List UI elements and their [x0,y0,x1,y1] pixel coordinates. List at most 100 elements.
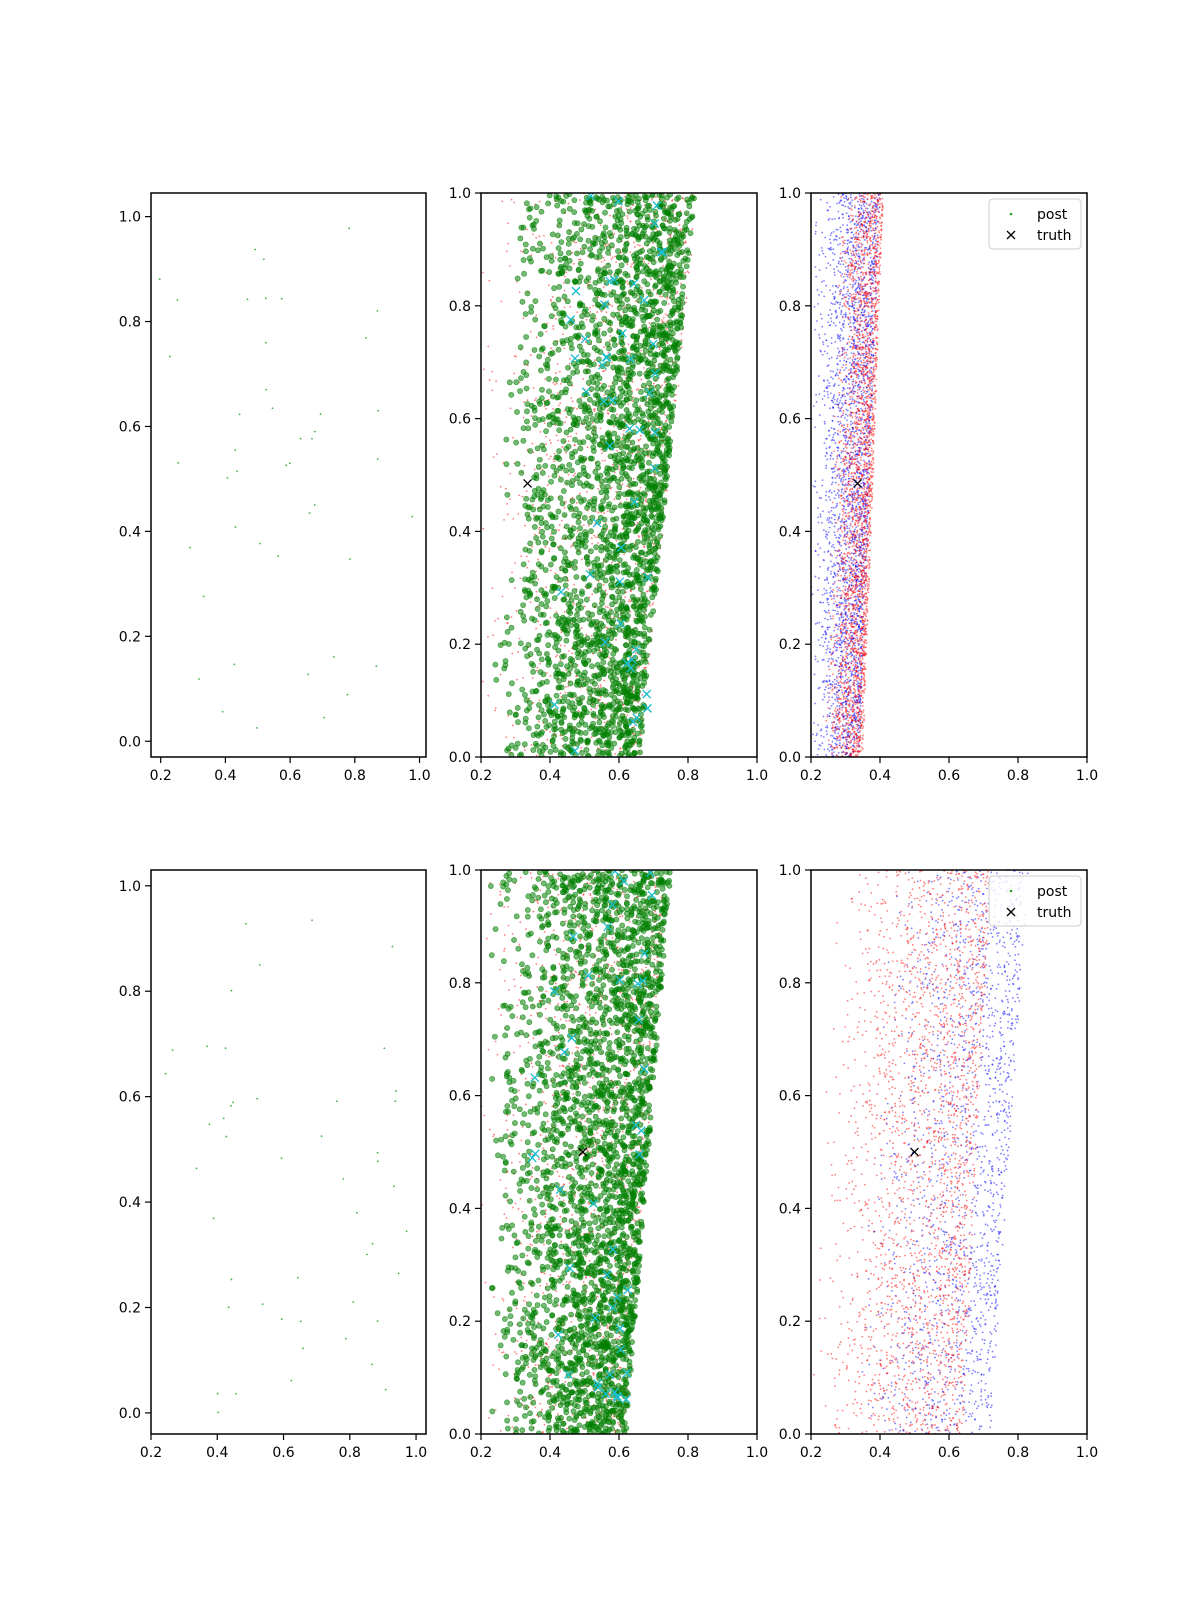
data-point [617,216,624,223]
data-point [552,381,555,384]
data-point [571,662,578,669]
data-point [546,738,549,741]
data-point [593,623,600,630]
data-point [577,598,584,605]
data-point [641,395,648,402]
data-point [581,338,584,341]
data-point [517,640,524,647]
data-point [518,381,521,384]
data-point [606,510,609,513]
data-point [585,583,592,590]
data-point [652,521,658,527]
data-point [559,671,566,678]
data-point [618,365,625,372]
data-point [532,316,539,323]
data-point [635,416,642,423]
data-point [554,318,557,320]
data-point [664,330,671,337]
x-tick-label: 0.8 [344,768,366,784]
data-point [543,651,550,657]
data-point [650,218,660,228]
data-point [632,477,635,480]
data-point [642,233,649,240]
panel-top-middle: 0.2 0.4 0.6 0.8 1.00.00.20.40.60.81.0 [449,186,768,784]
data-point [839,526,842,529]
data-point [553,670,560,677]
data-point [552,340,559,347]
data-point [521,270,527,277]
data-point [530,415,533,417]
data-point [548,561,554,568]
data-point [587,410,594,417]
data-point [616,547,623,553]
data-point [847,246,849,249]
data-point [610,258,613,261]
data-point [665,327,668,330]
data-point [580,574,587,581]
data-point [540,245,546,252]
data-point [629,220,632,223]
data-point [553,193,560,200]
data-point [671,343,677,349]
data-point [821,398,824,400]
data-point [550,541,557,548]
data-point [559,730,566,736]
data-point [556,678,563,684]
data-point [656,503,662,510]
data-point [615,639,617,641]
data-point [623,195,626,198]
data-point [846,248,849,250]
data-point [616,594,623,601]
data-point [563,637,570,644]
data-point [660,351,667,358]
data-point [567,680,574,687]
data-point [561,694,568,700]
data-point [843,201,846,203]
data-point [565,669,567,671]
data-point [660,274,667,281]
data-point [829,234,832,237]
data-point [667,356,674,363]
data-point [560,488,567,494]
data-point [620,439,627,446]
data-point [836,606,839,609]
data-point [504,628,511,635]
data-point [674,393,677,396]
data-point [633,509,640,516]
data-point [614,606,620,613]
y-tick-label: 0.4 [119,524,141,540]
data-point [573,634,580,640]
data-point [626,718,632,725]
data-point [621,347,627,353]
data-point [586,491,588,493]
data-point [626,452,632,459]
data-point [538,707,545,713]
data-point [561,512,568,518]
data-point [548,478,554,485]
data-point [528,660,535,667]
data-point [833,525,836,528]
data-point [539,470,546,476]
data-point [668,418,675,425]
data-point [606,606,609,609]
data-point [611,582,618,589]
data-point [559,402,562,405]
data-point [625,208,628,211]
data-point [600,232,606,239]
data-point [632,480,639,487]
data-point [596,714,603,720]
data-point [595,737,602,744]
data-point [627,543,634,550]
data-point [487,345,490,348]
data-point [523,697,530,703]
data-point [573,324,580,331]
data-point [588,568,590,571]
data-point [680,283,686,290]
data-point [820,734,823,737]
data-point [622,356,629,363]
data-point [631,552,638,559]
data-point [548,284,550,287]
data-point [575,432,578,435]
data-point [536,353,543,360]
data-point [850,491,853,493]
